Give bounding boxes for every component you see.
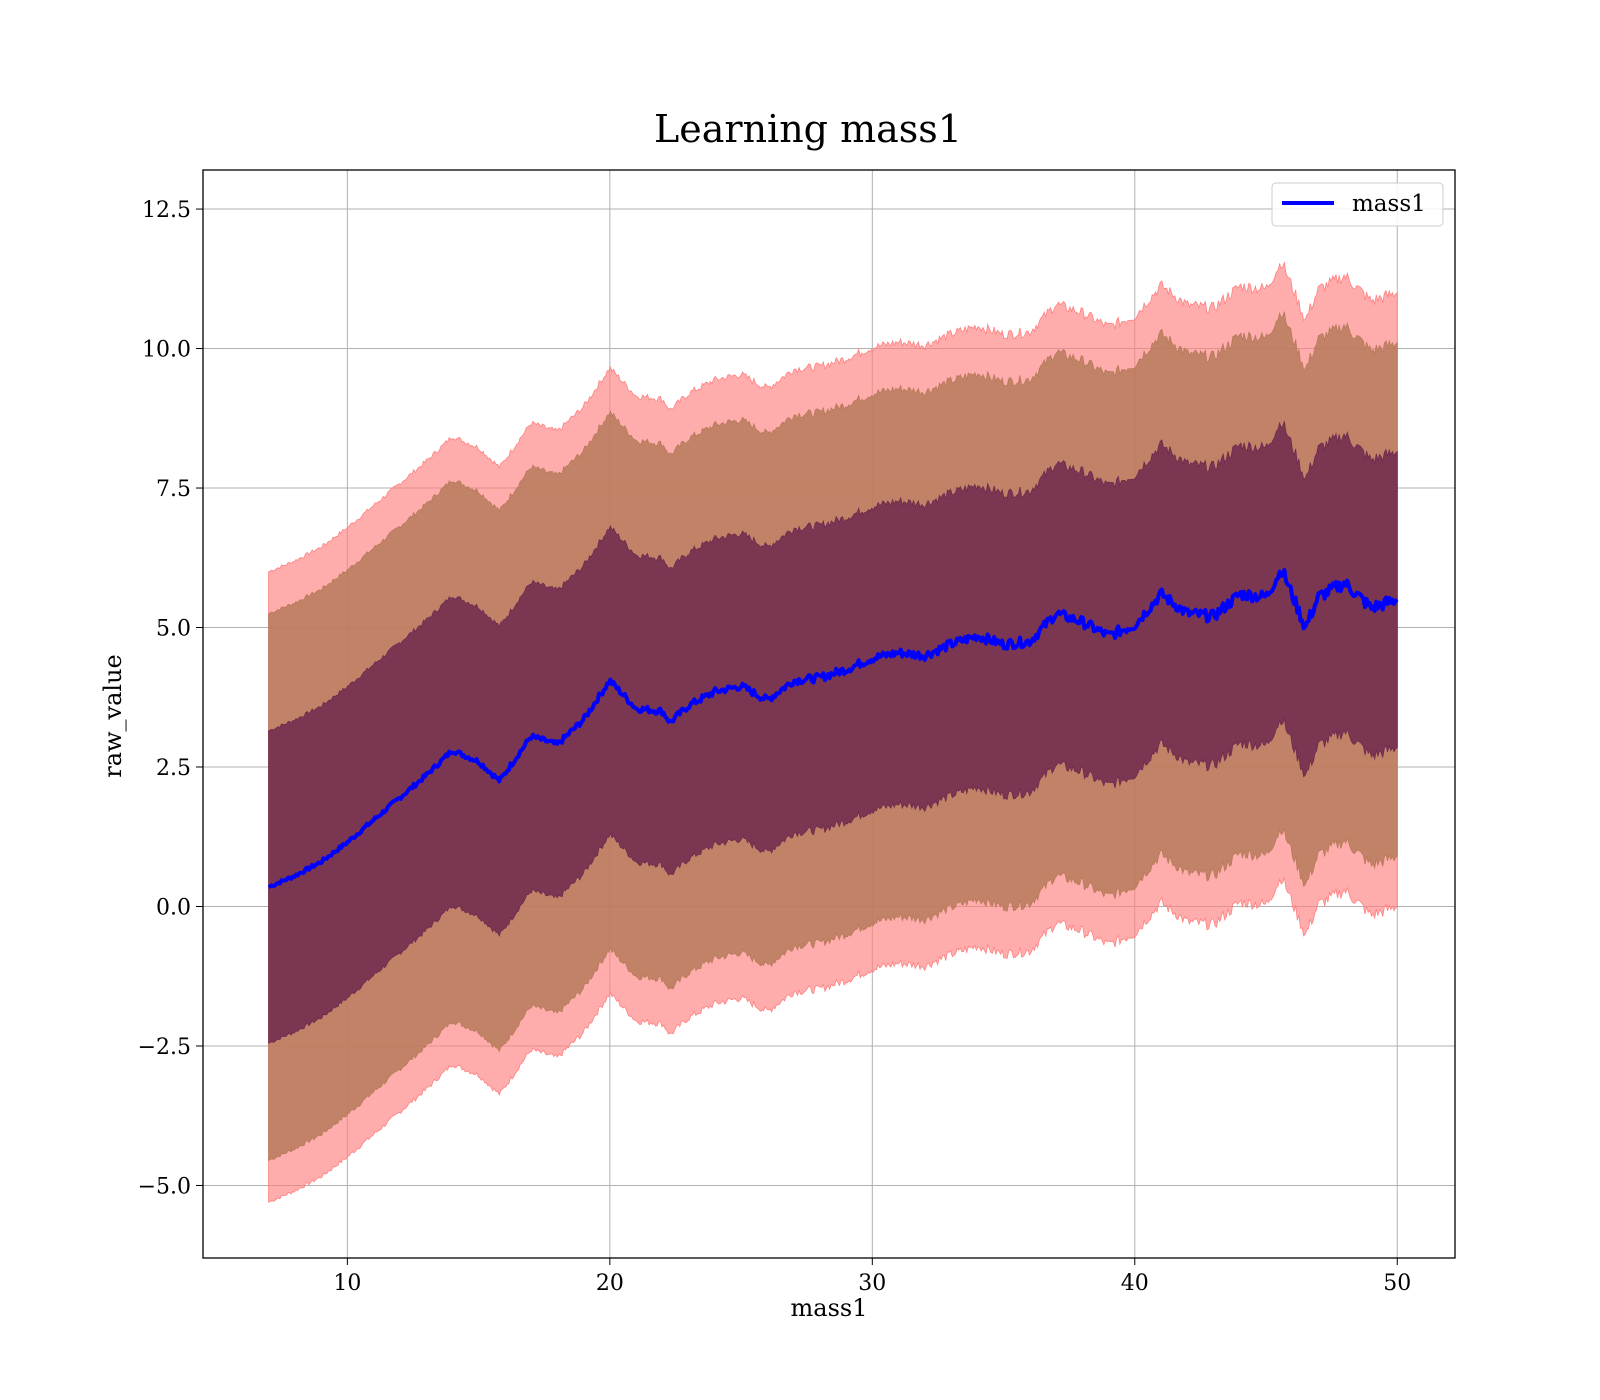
y-tick-label: 0.0	[156, 895, 191, 920]
y-tick-label: 10.0	[142, 338, 191, 363]
x-tick-label: 20	[596, 1271, 624, 1296]
plot-frame	[202, 169, 1456, 1259]
legend-frame	[1271, 182, 1444, 227]
series-lines	[267, 567, 1399, 889]
x-axis-title: mass1	[791, 1294, 868, 1322]
x-tick-label: 50	[1383, 1271, 1411, 1296]
y-tick-label: −5.0	[138, 1174, 191, 1199]
y-tick-label: 12.5	[142, 198, 191, 223]
legend: mass1	[1271, 182, 1444, 227]
axis-ticks: 10 20 30 40 50 −5.0 −2.5 0.0 2.5 5.0 7.5 10.0 12.5	[138, 198, 1412, 1296]
legend-label-mass1: mass1	[1352, 191, 1426, 217]
y-axis-title: raw_value	[99, 654, 127, 778]
y-tick-label: 5.0	[156, 617, 191, 642]
chart-title: Learning mass1	[654, 107, 962, 151]
y-tick-label: 2.5	[156, 756, 191, 781]
y-tick-label: −2.5	[138, 1035, 191, 1060]
confidence-bands	[268, 262, 1398, 1203]
x-tick-label: 10	[333, 1271, 361, 1296]
x-tick-label: 40	[1121, 1271, 1149, 1296]
series-line-mass1	[267, 567, 1399, 889]
y-tick-label: 7.5	[156, 477, 191, 502]
x-tick-label: 30	[858, 1271, 886, 1296]
band-1sigma	[268, 421, 1398, 1044]
